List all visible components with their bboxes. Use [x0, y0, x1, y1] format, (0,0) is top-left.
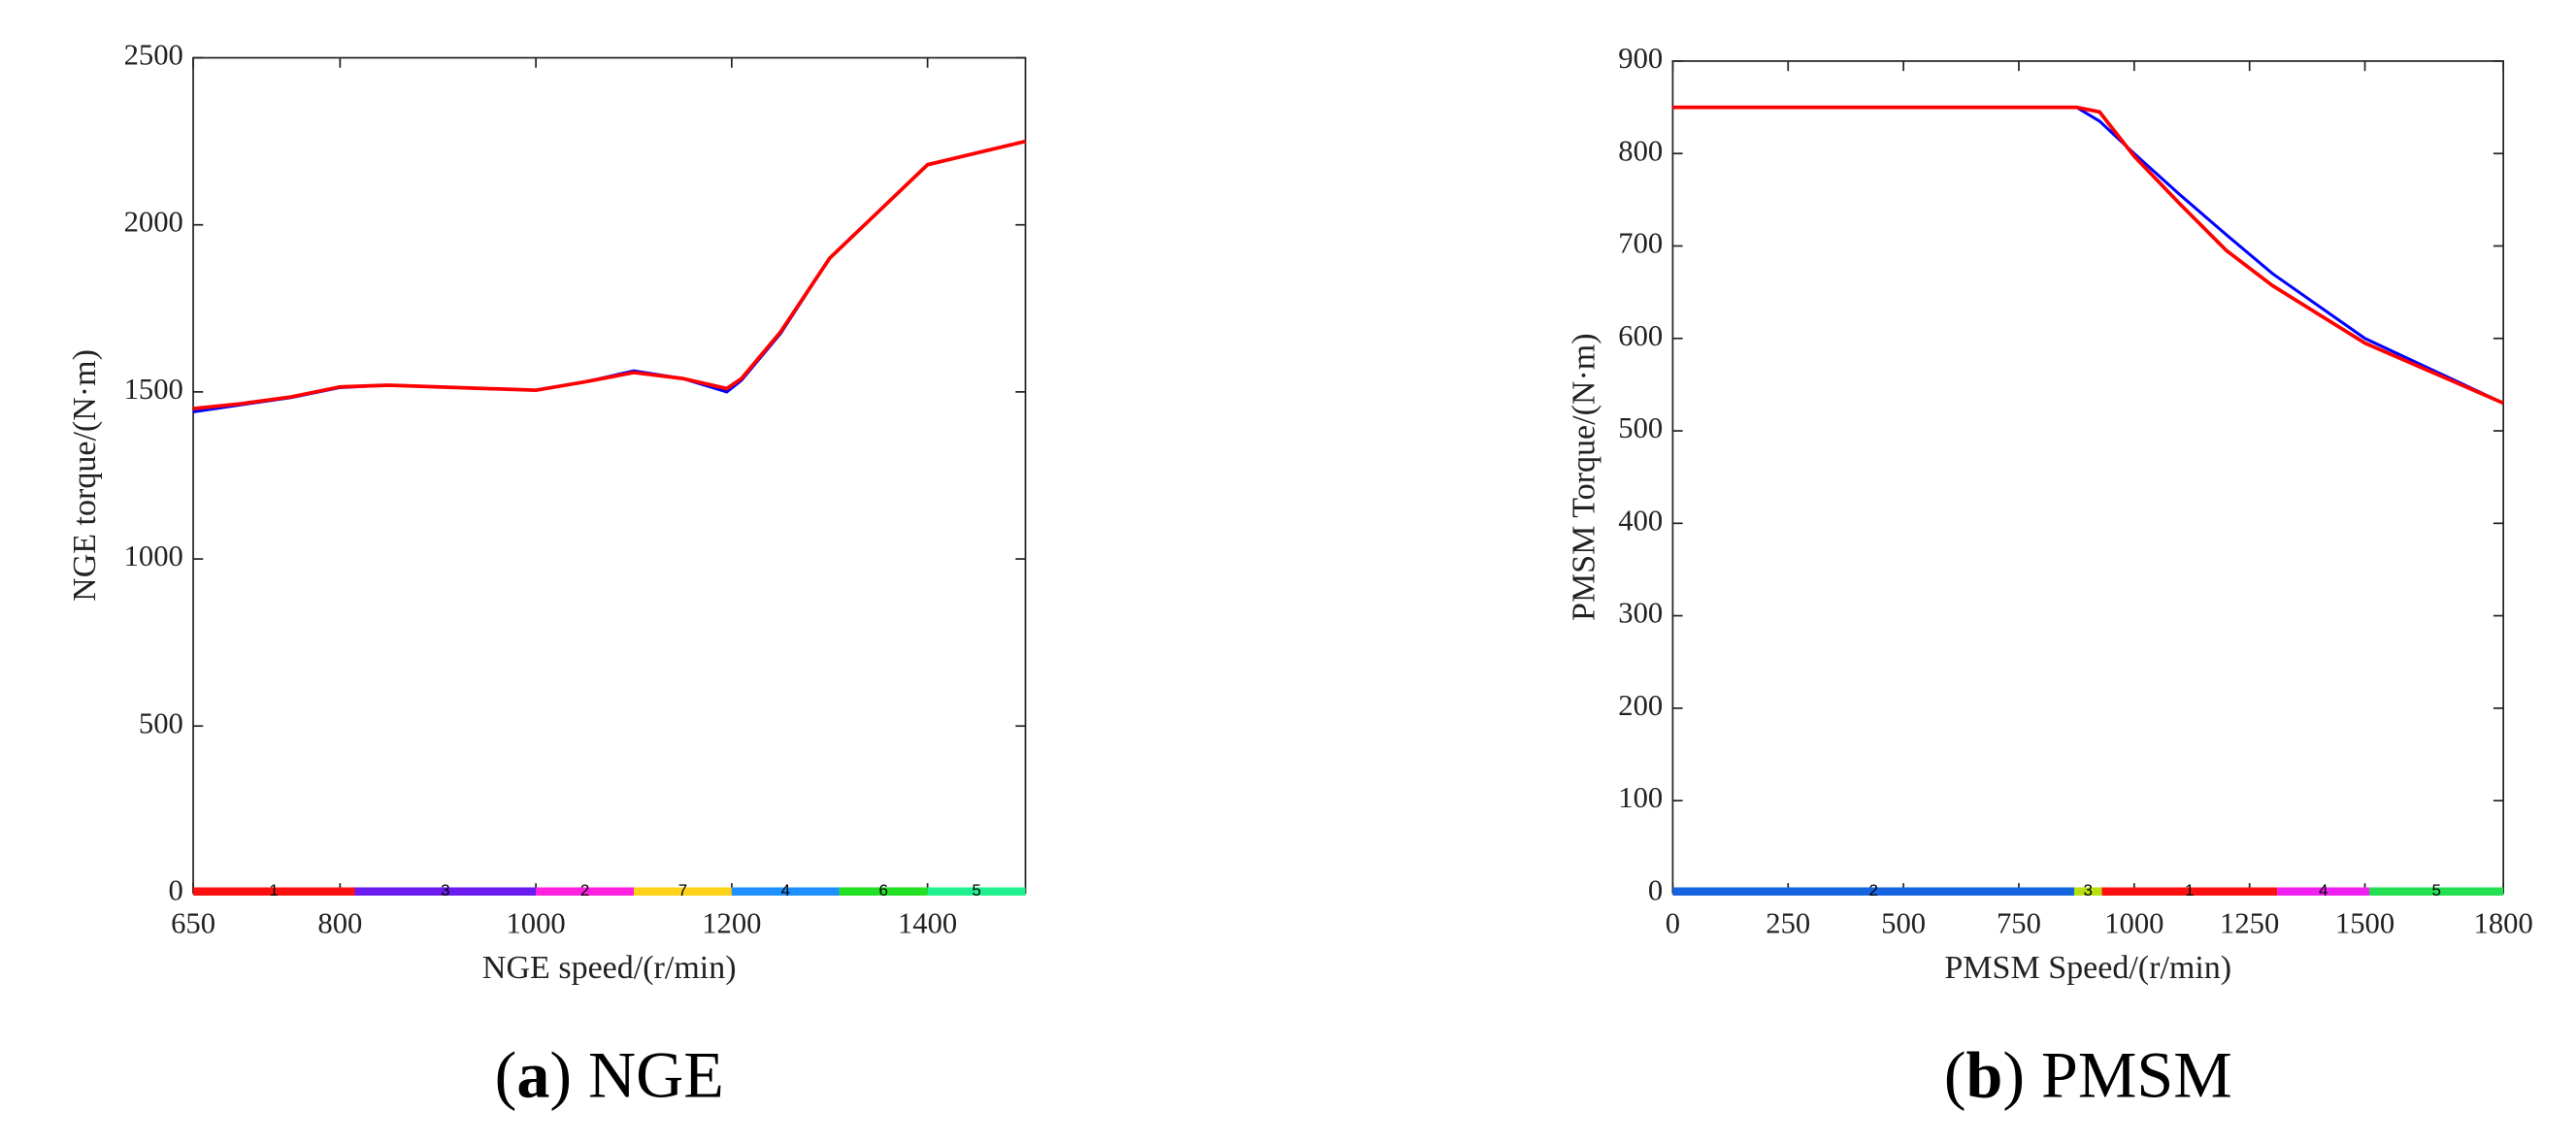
y-tick-label: 700 [1618, 227, 1663, 260]
y-tick-label: 600 [1618, 319, 1663, 352]
y-tick-label: 800 [1618, 134, 1663, 167]
plot-frame [192, 56, 1027, 895]
segment-label: 6 [878, 881, 887, 899]
x-tick-label: 1250 [2220, 906, 2279, 939]
series-line [1672, 105, 2504, 406]
series-line [192, 139, 1026, 410]
segment-label: 2 [580, 881, 589, 899]
segment-label: 1 [270, 881, 279, 899]
caption-rest: ) PMSM [2002, 1037, 2231, 1111]
x-tick-label: 650 [171, 906, 215, 939]
x-tick-label: 1500 [2335, 906, 2394, 939]
x-tick-label: 0 [1666, 906, 1680, 939]
y-tick-label: 500 [1618, 411, 1663, 444]
y-tick-label: 2000 [124, 206, 183, 239]
y-tick-label: 1000 [124, 539, 183, 572]
caption-open: ( [1944, 1037, 1966, 1111]
segment-label: 4 [781, 881, 790, 899]
segment-label: 1 [2185, 881, 2194, 899]
caption-label: a [516, 1037, 549, 1111]
segment-label: 4 [2319, 881, 2328, 899]
x-tick-label: 1400 [898, 906, 957, 939]
x-tick-label: 1200 [702, 906, 761, 939]
x-tick-label: 800 [317, 906, 362, 939]
y-tick-label: 0 [169, 873, 183, 906]
x-tick-label: 1000 [507, 906, 566, 939]
segment-label: 5 [972, 881, 980, 899]
x-tick-label: 500 [1881, 906, 1926, 939]
caption-label: b [1965, 1037, 2002, 1111]
y-tick-label: 900 [1618, 42, 1663, 75]
x-tick-label: 1800 [2474, 906, 2533, 939]
x-tick-label: 1000 [2104, 906, 2163, 939]
caption: (a) NGE [495, 1037, 724, 1111]
y-tick-label: 400 [1618, 504, 1663, 537]
x-tick-label: 250 [1766, 906, 1810, 939]
x-axis-label: NGE speed/(r/min) [482, 950, 737, 986]
y-tick-label: 0 [1648, 873, 1663, 906]
series-line [1672, 106, 2504, 405]
caption-open: ( [495, 1037, 517, 1111]
y-axis-label: PMSM Torque/(N·m) [1567, 333, 1602, 621]
series-line [192, 140, 1026, 414]
x-tick-label: 750 [1997, 906, 2041, 939]
segment-label: 3 [2084, 881, 2093, 899]
y-tick-label: 300 [1618, 597, 1663, 630]
caption-rest: ) NGE [549, 1037, 724, 1111]
caption: (b) PMSM [1944, 1037, 2232, 1111]
segment-label: 7 [678, 881, 687, 899]
y-axis-label: NGE torque/(N·m) [67, 349, 103, 602]
segment-label: 2 [1868, 881, 1877, 899]
plot-frame [1671, 60, 2504, 895]
y-tick-label: 200 [1618, 689, 1663, 722]
segment-label: 5 [2431, 881, 2440, 899]
x-axis-label: PMSM Speed/(r/min) [1944, 950, 2231, 986]
segment-label: 3 [441, 881, 449, 899]
y-tick-label: 2500 [124, 39, 183, 72]
y-tick-label: 100 [1618, 781, 1663, 814]
y-tick-label: 500 [139, 706, 183, 739]
y-tick-label: 1500 [124, 373, 183, 406]
